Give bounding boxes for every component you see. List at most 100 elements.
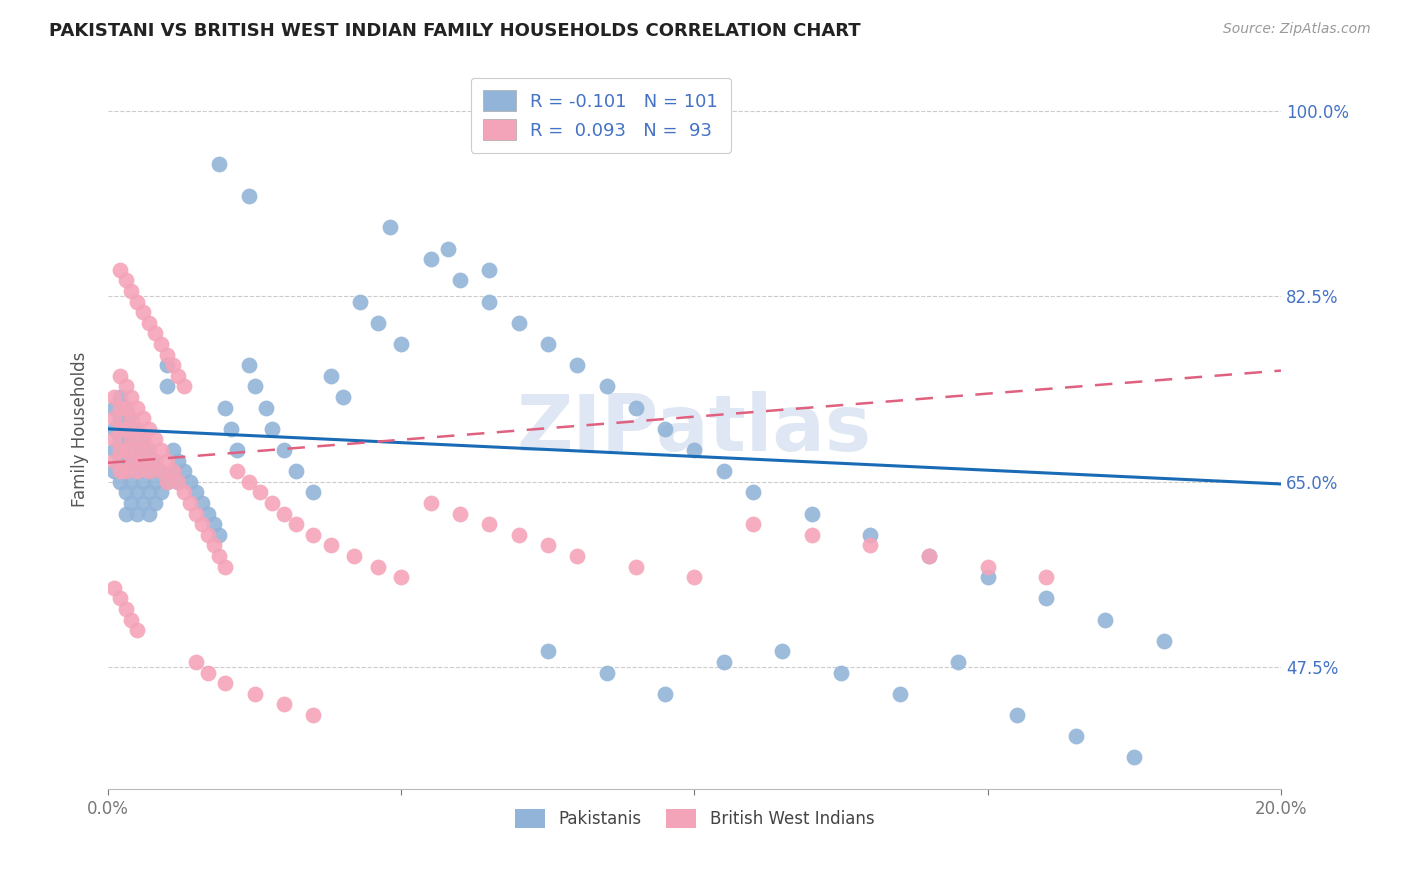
Point <box>114 401 136 415</box>
Point <box>226 464 249 478</box>
Point <box>977 570 1000 584</box>
Point <box>132 305 155 319</box>
Point <box>208 528 231 542</box>
Point <box>713 655 735 669</box>
Point <box>149 337 172 351</box>
Point <box>108 411 131 425</box>
Point <box>167 475 190 489</box>
Point <box>184 655 207 669</box>
Point <box>114 422 136 436</box>
Point <box>108 368 131 383</box>
Point <box>191 496 214 510</box>
Point <box>389 337 412 351</box>
Point <box>508 528 530 542</box>
Point <box>103 443 125 458</box>
Point <box>120 613 142 627</box>
Point <box>449 507 471 521</box>
Point <box>127 485 149 500</box>
Point <box>537 538 560 552</box>
Point <box>103 581 125 595</box>
Point <box>537 644 560 658</box>
Point <box>156 475 179 489</box>
Point <box>349 294 371 309</box>
Point <box>120 411 142 425</box>
Point <box>243 687 266 701</box>
Point <box>273 507 295 521</box>
Point <box>1035 591 1057 606</box>
Point <box>449 273 471 287</box>
Point <box>214 559 236 574</box>
Point <box>378 220 401 235</box>
Point <box>114 602 136 616</box>
Point <box>132 411 155 425</box>
Point <box>156 475 179 489</box>
Point <box>143 433 166 447</box>
Point <box>273 443 295 458</box>
Point <box>120 284 142 298</box>
Point <box>127 443 149 458</box>
Point <box>162 443 184 458</box>
Point <box>214 401 236 415</box>
Point <box>654 422 676 436</box>
Point <box>683 443 706 458</box>
Point <box>302 485 325 500</box>
Point <box>114 401 136 415</box>
Point <box>800 528 823 542</box>
Point <box>478 294 501 309</box>
Point <box>977 559 1000 574</box>
Point <box>143 453 166 467</box>
Point <box>103 390 125 404</box>
Point <box>114 464 136 478</box>
Point <box>114 507 136 521</box>
Point <box>191 517 214 532</box>
Point <box>284 464 307 478</box>
Point <box>173 464 195 478</box>
Point <box>127 624 149 638</box>
Point <box>108 422 131 436</box>
Point <box>243 379 266 393</box>
Point <box>184 485 207 500</box>
Point <box>114 379 136 393</box>
Point <box>143 453 166 467</box>
Text: Source: ZipAtlas.com: Source: ZipAtlas.com <box>1223 22 1371 37</box>
Point <box>284 517 307 532</box>
Point <box>800 507 823 521</box>
Point <box>1035 570 1057 584</box>
Point <box>1005 708 1028 723</box>
Point <box>108 443 131 458</box>
Point <box>478 517 501 532</box>
Point <box>167 453 190 467</box>
Point <box>197 528 219 542</box>
Point <box>138 507 160 521</box>
Point <box>108 390 131 404</box>
Point <box>156 348 179 362</box>
Point <box>889 687 911 701</box>
Point <box>167 368 190 383</box>
Point <box>132 453 155 467</box>
Point <box>249 485 271 500</box>
Point <box>149 485 172 500</box>
Point <box>624 401 647 415</box>
Point <box>238 475 260 489</box>
Point <box>149 443 172 458</box>
Point <box>103 422 125 436</box>
Point <box>262 422 284 436</box>
Point <box>343 549 366 563</box>
Point <box>202 517 225 532</box>
Point <box>114 443 136 458</box>
Point <box>132 453 155 467</box>
Point <box>238 188 260 202</box>
Point <box>149 464 172 478</box>
Point <box>156 359 179 373</box>
Point <box>197 665 219 680</box>
Point <box>419 252 441 267</box>
Point <box>537 337 560 351</box>
Point <box>1094 613 1116 627</box>
Point <box>127 294 149 309</box>
Point <box>654 687 676 701</box>
Point <box>319 368 342 383</box>
Point <box>138 464 160 478</box>
Point <box>167 475 190 489</box>
Point <box>103 464 125 478</box>
Point <box>120 496 142 510</box>
